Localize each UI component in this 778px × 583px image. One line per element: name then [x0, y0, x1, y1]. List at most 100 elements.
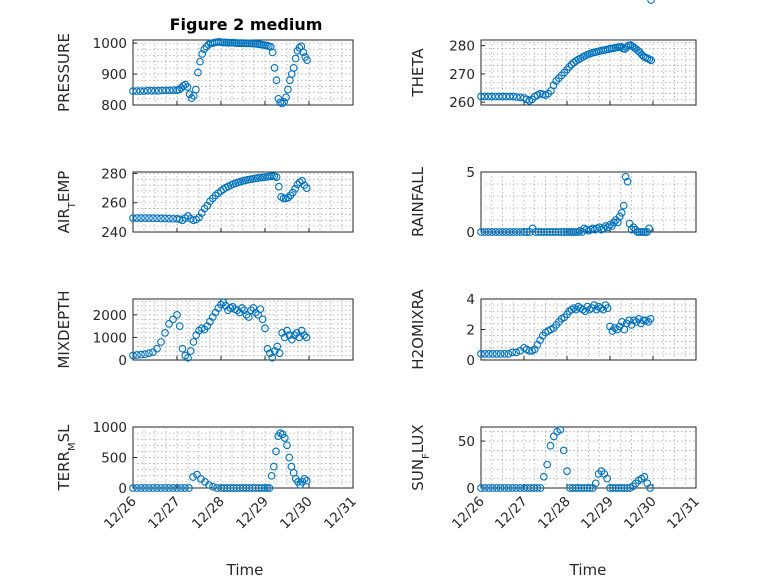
data-point — [283, 441, 291, 450]
h2omixra-axes: 0 2 4 H2OMIXRA — [409, 289, 697, 370]
data-point — [169, 315, 177, 324]
data-point — [263, 344, 272, 353]
data-point — [244, 313, 253, 321]
data-point — [498, 228, 507, 236]
data-point — [189, 473, 197, 481]
data-point — [477, 92, 485, 101]
data-point — [253, 174, 262, 182]
data-point — [256, 173, 264, 182]
data-point — [285, 331, 294, 339]
data-point — [205, 481, 213, 489]
data-point — [151, 86, 159, 95]
rainfall-axes: 0 5 RAINFALL — [409, 0, 697, 241]
data-point — [266, 349, 274, 358]
y-tick-label: 0 — [118, 353, 127, 369]
data-point — [185, 90, 194, 99]
data-point — [297, 326, 306, 335]
data-point — [302, 333, 311, 342]
data-point — [534, 228, 543, 236]
data-point — [157, 338, 165, 346]
data-point — [194, 68, 202, 77]
data-point — [129, 351, 137, 360]
data-point — [274, 94, 283, 103]
data-point — [512, 228, 521, 236]
data-point — [141, 484, 149, 492]
y-axis-label: THETA — [409, 48, 427, 98]
data-point — [261, 484, 269, 492]
data-point — [551, 228, 560, 236]
data-point — [505, 92, 514, 101]
data-point — [258, 173, 267, 182]
data-point — [502, 92, 510, 101]
data-point — [153, 484, 161, 492]
data-point — [599, 224, 608, 233]
data-point — [267, 471, 276, 480]
data-point — [509, 92, 518, 101]
data-point — [512, 484, 521, 492]
data-point — [491, 228, 500, 236]
data-point — [280, 333, 289, 342]
data-point — [645, 224, 653, 233]
data-point — [623, 177, 632, 186]
data-point — [275, 349, 284, 358]
y-axis-label: SUNFLUX — [409, 424, 432, 490]
data-point — [567, 305, 576, 314]
data-point — [646, 484, 654, 492]
data-point — [198, 50, 206, 58]
data-point — [545, 228, 554, 236]
data-point — [646, 314, 655, 323]
data-point — [169, 86, 178, 94]
data-point — [165, 214, 173, 223]
y-tick-label: 5 — [466, 165, 475, 181]
data-point — [302, 476, 311, 485]
y-tick-label: 0 — [466, 353, 475, 369]
data-point — [136, 87, 145, 95]
y-axis-label: TERRMSL — [55, 424, 78, 492]
plot-area — [132, 298, 354, 361]
data-point — [566, 484, 574, 492]
data-point — [520, 228, 528, 236]
data-point — [508, 348, 517, 357]
data-point — [235, 308, 244, 317]
data-point — [583, 484, 591, 492]
y-tick-label: 2000 — [93, 308, 127, 324]
data-point — [187, 94, 196, 103]
data-point — [280, 434, 289, 442]
data-point — [263, 484, 272, 492]
data-point — [272, 76, 281, 85]
data-point — [496, 484, 505, 492]
y-tick-label: 1000 — [93, 330, 127, 346]
data-point — [145, 484, 153, 492]
data-point — [298, 176, 306, 185]
data-point — [181, 80, 190, 89]
data-point — [137, 484, 145, 492]
data-point — [621, 172, 630, 181]
data-point — [586, 484, 594, 492]
data-point — [548, 228, 557, 236]
data-point — [162, 86, 170, 95]
data-point — [546, 441, 555, 450]
data-point — [481, 484, 489, 492]
data-point — [283, 326, 291, 335]
data-point — [178, 344, 187, 353]
data-point — [303, 56, 311, 64]
data-point — [272, 447, 280, 456]
data-point — [525, 347, 534, 355]
data-point — [498, 92, 507, 101]
data-point — [484, 92, 493, 101]
data-point — [559, 446, 568, 455]
data-point — [132, 87, 141, 95]
y-axis-label: MIXDEPTH — [55, 290, 73, 368]
data-point — [129, 87, 137, 95]
data-point — [278, 99, 287, 108]
data-point — [141, 350, 149, 358]
data-point — [617, 484, 626, 492]
data-point — [620, 484, 629, 492]
data-point — [258, 315, 267, 324]
data-point — [256, 305, 265, 314]
y-tick-label: 1000 — [93, 36, 127, 52]
data-point — [480, 228, 489, 236]
data-point — [568, 484, 577, 492]
data-point — [508, 484, 517, 492]
